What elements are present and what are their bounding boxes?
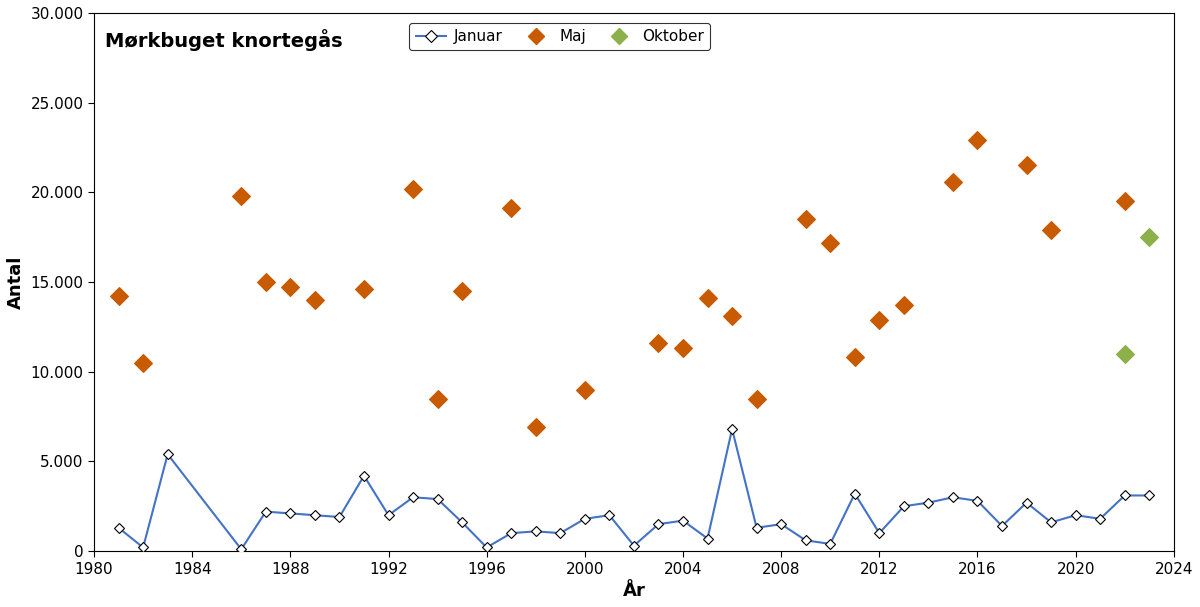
Maj (796, 214, 815, 224)
Januar (382, 512, 396, 519)
Text: Mørkbuget knortegås: Mørkbuget knortegås (104, 29, 342, 51)
Maj (354, 284, 373, 294)
Maj (968, 135, 988, 145)
Januar (872, 529, 887, 537)
Januar (725, 426, 739, 433)
Januar (112, 524, 126, 531)
Maj (748, 394, 767, 404)
Januar (480, 544, 494, 551)
Januar (774, 521, 788, 528)
Januar (823, 540, 838, 548)
Januar (626, 542, 641, 549)
Januar (1068, 512, 1082, 519)
Maj (133, 358, 152, 368)
Maj (305, 295, 324, 305)
Maj (943, 177, 962, 186)
Januar (1093, 515, 1108, 523)
Januar (971, 497, 985, 504)
Maj (428, 394, 448, 404)
Oktober (1140, 232, 1159, 242)
X-axis label: År: År (623, 582, 646, 600)
Januar (602, 512, 617, 519)
Januar (577, 515, 592, 523)
Januar (406, 493, 420, 501)
Maj (502, 203, 521, 213)
Maj (1115, 197, 1134, 206)
Maj (281, 282, 300, 292)
Maj (109, 291, 128, 301)
Maj (673, 344, 692, 353)
Januar (283, 510, 298, 517)
Maj (575, 385, 594, 395)
Maj (722, 311, 742, 321)
Januar (431, 495, 445, 503)
Maj (870, 315, 889, 325)
Legend: Januar, Maj, Oktober: Januar, Maj, Oktober (409, 23, 710, 50)
Januar (307, 512, 322, 519)
Januar (1142, 492, 1157, 499)
Januar (922, 499, 936, 506)
Januar (553, 529, 568, 537)
Januar (652, 521, 666, 528)
Januar (1044, 519, 1058, 526)
Maj (649, 338, 668, 348)
Januar (234, 546, 248, 553)
Oktober (1115, 349, 1134, 359)
Januar (356, 472, 371, 480)
Line: Januar: Januar (115, 426, 1153, 553)
Januar (332, 514, 347, 521)
Maj (232, 191, 251, 201)
Januar (504, 529, 518, 537)
Maj (821, 238, 840, 248)
Januar (528, 527, 542, 535)
Maj (845, 353, 864, 362)
Maj (1042, 225, 1061, 235)
Januar (455, 519, 469, 526)
Januar (847, 490, 862, 497)
Januar (946, 493, 960, 501)
Januar (136, 544, 150, 551)
Maj (257, 277, 276, 287)
Y-axis label: Antal: Antal (7, 256, 25, 309)
Januar (798, 537, 812, 544)
Januar (750, 524, 764, 531)
Januar (259, 508, 274, 515)
Maj (403, 184, 422, 194)
Januar (1019, 499, 1033, 506)
Januar (701, 535, 715, 542)
Maj (452, 286, 472, 296)
Maj (1016, 161, 1036, 171)
Maj (526, 422, 545, 432)
Januar (995, 523, 1009, 530)
Januar (676, 517, 690, 524)
Maj (894, 300, 913, 310)
Maj (698, 293, 718, 303)
Januar (1117, 492, 1132, 499)
Januar (896, 503, 911, 510)
Januar (161, 450, 175, 458)
